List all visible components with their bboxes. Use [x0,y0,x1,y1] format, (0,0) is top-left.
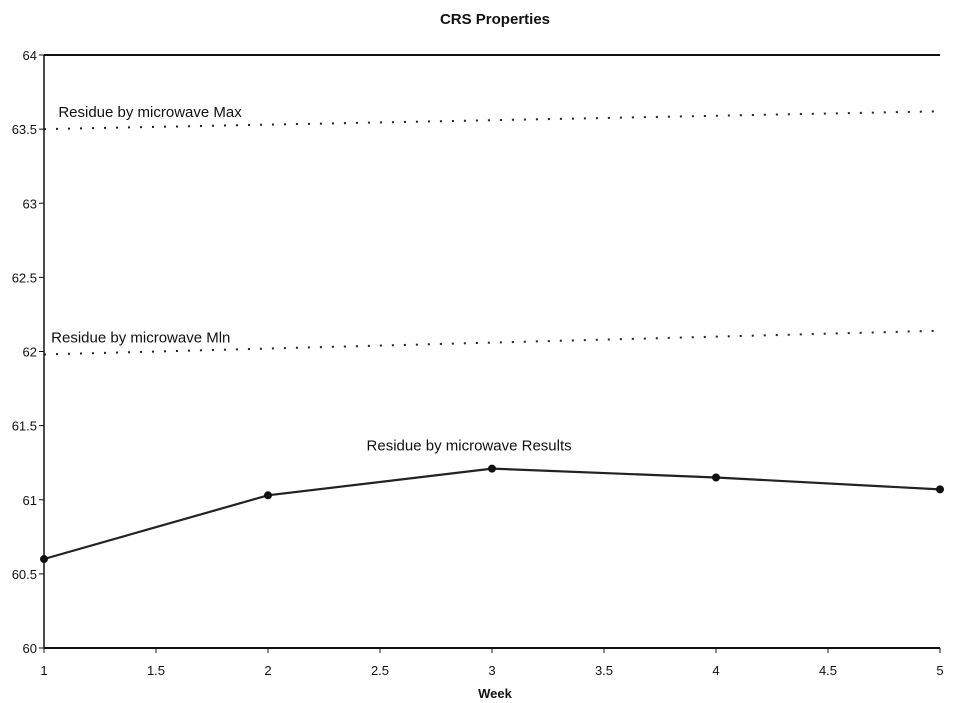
chart-title: CRS Properties [440,11,550,28]
plot-frame [43,54,940,649]
results-point [488,464,496,473]
x-tick-label: 3.5 [595,663,613,678]
series-label: Residue by microwave Results [367,438,572,455]
results-point [40,555,48,564]
y-tick-label: 61.5 [12,419,37,434]
y-tick-label: 63.5 [12,122,37,137]
results-point [264,491,272,500]
x-axis-title: Week [478,686,512,701]
x-tick-label: 1 [40,663,47,678]
y-tick-label: 60.5 [12,567,37,582]
x-tick-label: 5 [936,663,943,678]
x-tick-label: 3 [488,663,495,678]
y-tick-label: 62.5 [12,270,37,285]
results-line [43,467,941,561]
series-lines [40,110,944,564]
y-tick-label: 61 [23,493,37,508]
x-tick-label: 4.5 [819,663,837,678]
y-tick-label: 62 [23,345,37,360]
series-labels: Residue by microwave Max Residue by micro… [51,104,571,454]
x-tick-label: 1.5 [147,663,165,678]
series-label: Residue by microwave Max [58,104,242,121]
y-tick-label: 60 [23,641,37,656]
results-point [936,485,944,494]
x-tick-label: 4 [712,663,719,678]
y-tick-label: 64 [23,48,37,63]
y-tick-label: 63 [23,196,37,211]
series-label: Residue by microwave Mln [51,329,230,346]
x-tick-label: 2 [264,663,271,678]
y-axis-ticks: 60 60.5 61 61.5 62 62.5 63 63.5 64 [12,48,44,656]
x-axis-ticks: 1 1.5 2 2.5 3 3.5 4 4.5 5 [40,648,944,678]
x-tick-label: 2.5 [371,663,389,678]
results-point [712,473,720,482]
